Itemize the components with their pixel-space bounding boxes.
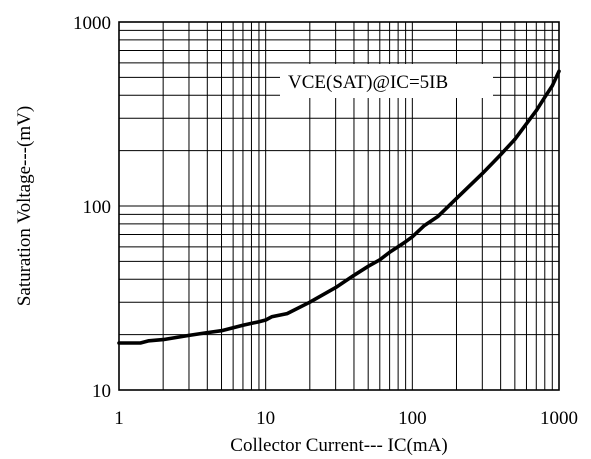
x-tick-label: 100 — [398, 408, 427, 429]
y-tick-labels: 10 100 1000 — [73, 13, 111, 402]
annotation: VCE(SAT)@IC=5IB — [280, 64, 493, 98]
x-tick-labels: 1 10 100 1000 — [114, 408, 578, 429]
x-tick-label: 1000 — [540, 408, 578, 429]
y-axis-title: Saturation Voltage---(mV) — [14, 106, 35, 306]
x-tick-label: 1 — [114, 408, 124, 429]
annotation-background — [280, 64, 493, 98]
x-axis-title: Collector Current--- IC(mA) — [230, 435, 447, 456]
annotation-text: VCE(SAT)@IC=5IB — [288, 72, 448, 93]
y-tick-label: 1000 — [73, 13, 111, 34]
series-line — [117, 69, 561, 345]
plot-frame — [118, 21, 560, 391]
y-tick-label: 100 — [83, 197, 112, 218]
x-tick-label: 10 — [256, 408, 275, 429]
y-tick-label: 10 — [92, 381, 111, 402]
